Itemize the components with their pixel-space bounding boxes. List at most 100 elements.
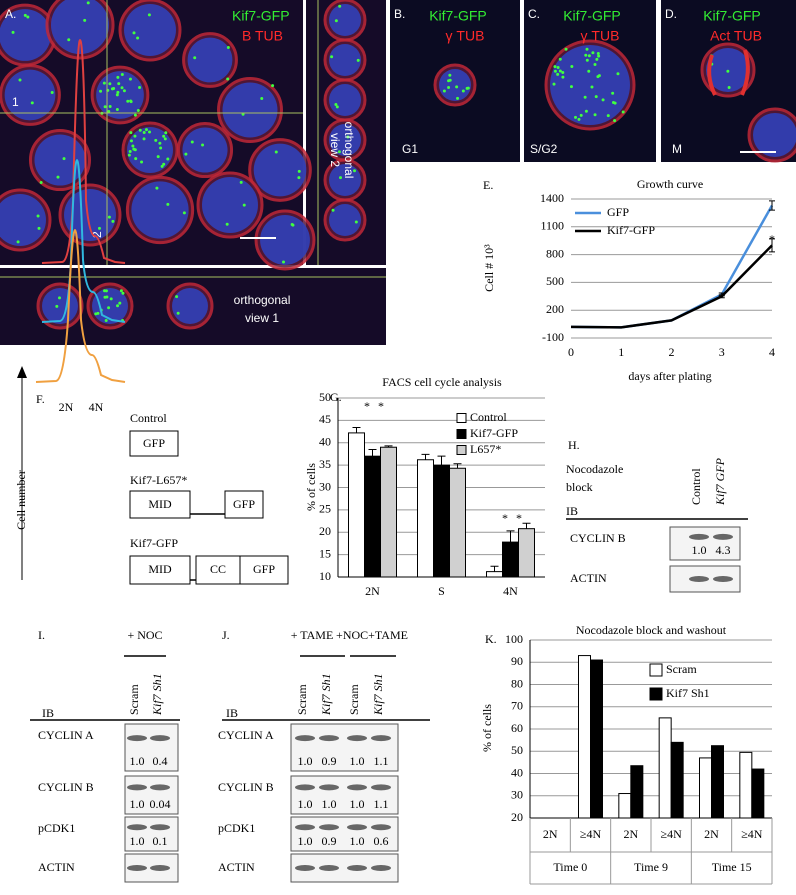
- treatment-label: block: [566, 480, 593, 494]
- gfp-dot: [136, 108, 140, 112]
- band: [371, 824, 391, 831]
- gfp-dot: [164, 131, 168, 135]
- gfp-dot: [561, 70, 565, 74]
- gfp-dot: [128, 77, 132, 81]
- y-tick-label: 10: [319, 569, 331, 583]
- gfp-dot: [26, 15, 30, 19]
- chart-title: Nocodazole block and washout: [576, 623, 727, 637]
- quantification: 0.9: [322, 754, 337, 768]
- legend-label: Control: [470, 410, 507, 424]
- gfp-dot: [274, 150, 278, 154]
- x-tick-label: 2N: [543, 827, 558, 841]
- phase-label: G1: [402, 142, 418, 156]
- legend-label: Kif7-GFP: [607, 223, 655, 237]
- gfp-dot: [334, 103, 338, 107]
- x-tick-label: S: [438, 584, 445, 598]
- x-tick-label: 2N: [365, 584, 380, 598]
- gfp-dot: [117, 82, 121, 86]
- gfp-dot: [596, 52, 600, 56]
- gfp-dot: [330, 55, 334, 59]
- gfp-dot: [155, 186, 159, 190]
- gfp-dot: [335, 105, 339, 109]
- gfp-dot: [558, 69, 562, 73]
- gfp-dot: [558, 57, 562, 61]
- lane-label: Kif7 Sh1: [150, 673, 164, 716]
- construct-name: Kif7-GFP: [130, 536, 178, 550]
- quantification: 1.0: [130, 797, 145, 811]
- panel-f: F. Cell number 2N 4N Control GFP Kif7-L6…: [14, 38, 289, 585]
- band: [347, 784, 367, 791]
- gfp-dot: [561, 75, 565, 79]
- nucleus: [329, 4, 361, 36]
- y-tick-label: 200: [546, 302, 564, 316]
- gfp-dot: [613, 119, 617, 123]
- gfp-dot: [142, 137, 146, 141]
- x-tick-label: ≥4N: [741, 827, 763, 841]
- panel-label: I.: [38, 628, 45, 642]
- quantification: 1.0: [692, 543, 707, 557]
- treatment-label: + NOC: [127, 628, 162, 642]
- y-tick-label: 80: [511, 676, 523, 690]
- nucleus: [329, 44, 361, 76]
- panel-label: E.: [483, 178, 493, 192]
- row-label: ACTIN: [38, 860, 75, 874]
- significance: *: [502, 511, 508, 525]
- gfp-dot: [116, 75, 120, 79]
- stain-label: B TUB: [242, 28, 283, 44]
- quantification: 0.6: [374, 834, 389, 848]
- gfp-dot: [144, 128, 148, 132]
- row-label: ACTIN: [570, 571, 607, 585]
- gfp-dot: [127, 153, 131, 157]
- domain-box: [239, 555, 289, 585]
- band: [150, 784, 170, 791]
- gfp-dot: [447, 85, 451, 89]
- nucleus: [50, 0, 110, 55]
- band: [713, 576, 733, 582]
- row-label: CYCLIN A: [38, 728, 94, 742]
- gfp-dot: [154, 138, 158, 142]
- row-label: CYCLIN B: [218, 780, 274, 794]
- bar: [630, 765, 644, 819]
- bar: [658, 717, 672, 819]
- nucleus: [34, 134, 86, 186]
- y-tick-label: 20: [319, 524, 331, 538]
- gfp-dot: [225, 222, 229, 226]
- y-tick-label: 45: [319, 412, 331, 426]
- y-tick-label: 40: [511, 765, 523, 779]
- gfp-dot: [184, 152, 188, 156]
- gfp-dot: [120, 73, 124, 77]
- row-label: pCDK1: [218, 821, 255, 835]
- gfp-dot: [456, 96, 460, 100]
- gfp-dot: [163, 137, 167, 141]
- significance: *: [364, 399, 370, 413]
- significance: *: [378, 399, 384, 413]
- nucleus: [753, 113, 796, 157]
- gfp-dot: [239, 180, 243, 184]
- band: [127, 865, 147, 871]
- quantification: 1.0: [130, 754, 145, 768]
- microscopy: [0, 0, 796, 345]
- gfp-dot: [455, 85, 459, 89]
- group-label: Time 9: [634, 860, 668, 874]
- panel-label: J.: [222, 628, 230, 642]
- error-bar: [437, 455, 446, 466]
- gfp-dot: [593, 63, 597, 67]
- quantification: 4.3: [716, 543, 731, 557]
- overlay: A. Kif7-GFP B TUB 1 2 orthogonal view 2 …: [0, 0, 776, 325]
- gfp-dot: [30, 101, 34, 105]
- gfp-dot: [334, 19, 338, 23]
- section-label: 1: [12, 95, 19, 109]
- gfp-dot: [727, 86, 731, 90]
- gfp-dot: [11, 30, 15, 34]
- treatment-label: Nocodazole: [566, 462, 623, 476]
- stain-label: Kif7-GFP: [563, 8, 621, 24]
- panel-label: G.: [330, 390, 342, 404]
- group-label: Time 0: [553, 860, 587, 874]
- y-tick-label: -100: [542, 330, 564, 344]
- y-tick-label: 40: [319, 435, 331, 449]
- blot: [124, 723, 179, 772]
- gfp-dot: [339, 176, 343, 180]
- stain-label: Kif7-GFP: [703, 8, 761, 24]
- gfp-dot: [56, 175, 60, 179]
